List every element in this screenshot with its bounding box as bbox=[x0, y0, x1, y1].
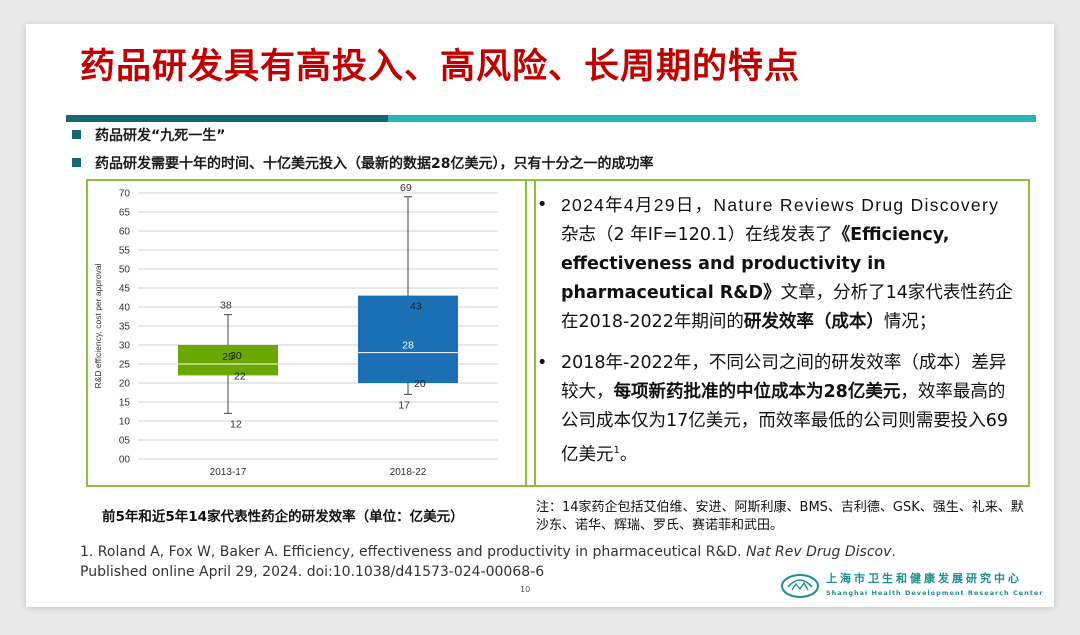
bullet-item: 药品研发需要十年的时间、十亿美元投入（最新的数据28亿美元），只有十分之一的成功… bbox=[72, 153, 653, 173]
chart-caption: 前5年和近5年14家代表性药企的研发效率（单位：亿美元） bbox=[102, 509, 464, 525]
square-bullet-icon bbox=[72, 158, 81, 167]
bullet-item: 药品研发“九死一生” bbox=[72, 125, 225, 145]
y-tick-label: 50 bbox=[119, 265, 131, 276]
y-tick-label: 40 bbox=[119, 303, 131, 314]
title-rule-dark bbox=[66, 115, 388, 122]
y-tick-label: 05 bbox=[119, 436, 131, 447]
y-tick-label: 35 bbox=[119, 322, 131, 333]
y-tick-label: 30 bbox=[119, 341, 131, 352]
y-tick-label: 45 bbox=[119, 284, 131, 295]
data-label-min: 12 bbox=[230, 418, 242, 430]
summary-text: 文章，分析了14家代表性药企在2018-2022年期间的 bbox=[561, 283, 1013, 332]
data-label-q1: 20 bbox=[414, 378, 426, 390]
data-label-q3: 43 bbox=[410, 301, 422, 313]
summary-panel: • 2024年4月29日，Nature Reviews Drug Discover… bbox=[525, 179, 1030, 487]
summary-emphasis: 每项新药批准的中位成本为28亿美元 bbox=[613, 382, 901, 402]
summary-text: ，效率最高的公司成本仅为17亿美元，而效率最低的公司则需要投入69亿美元 bbox=[561, 382, 1009, 465]
org-name-cn: 上海市卫生和健康发展研究中心 bbox=[826, 572, 1022, 585]
summary-text: 。 bbox=[619, 444, 638, 465]
y-tick-label: 15 bbox=[119, 398, 131, 409]
summary-text: 杂志（2 年IF=120.1）在线发表了 bbox=[561, 225, 833, 245]
y-tick-label: 25 bbox=[119, 360, 131, 371]
y-tick-label: 55 bbox=[119, 246, 131, 257]
box-2013-17 bbox=[178, 345, 278, 376]
data-label-median: 25 bbox=[222, 351, 234, 363]
x-tick-label: 2018-22 bbox=[390, 467, 427, 478]
footnote-note: 注：14家药企包括艾伯维、安进、阿斯利康、BMS、吉利德、GSK、强生、礼来、默… bbox=[536, 500, 1024, 533]
org-name-en: Shanghai Health Development Research Cen… bbox=[826, 589, 1044, 597]
y-axis-label: R&D efficiency, cost per approval bbox=[93, 263, 103, 388]
summary-item-1: • 2024年4月29日，Nature Reviews Drug Discover… bbox=[535, 191, 1018, 337]
slide: 药品研发具有高投入、高风险、长周期的特点 药品研发“九死一生” 药品研发需要十年… bbox=[26, 24, 1054, 607]
slide-title: 药品研发具有高投入、高风险、长周期的特点 bbox=[80, 47, 801, 87]
reference-text: 1. Roland A, Fox W, Baker A. Efficiency,… bbox=[80, 544, 747, 560]
org-name: 上海市卫生和健康发展研究中心 Shanghai Health Developme… bbox=[826, 570, 1043, 597]
title-rule-light bbox=[388, 115, 1036, 122]
box-2018-22 bbox=[358, 295, 458, 383]
bullet-dot: • bbox=[537, 353, 548, 373]
summary-item-2: • 2018年-2022年，不同公司之间的研发效率（成本）差异较大，每项新药批准的… bbox=[535, 349, 1018, 470]
bullet-text: 药品研发“九死一生” bbox=[95, 128, 226, 144]
summary-text: 情况； bbox=[883, 312, 937, 332]
y-tick-label: 00 bbox=[119, 455, 131, 466]
summary-emphasis: 研发效率（成本） bbox=[743, 312, 884, 332]
data-label-median: 28 bbox=[402, 340, 414, 352]
y-tick-label: 10 bbox=[119, 417, 131, 428]
summary-text: 2018年-2022年，不同公司之间的研发效率（成本）差异较大， bbox=[561, 353, 1007, 402]
data-label-max: 69 bbox=[400, 182, 412, 194]
y-tick-label: 60 bbox=[119, 227, 131, 238]
page-number: 10 bbox=[520, 585, 531, 594]
bullet-text: 药品研发需要十年的时间、十亿美元投入（最新的数据28亿美元），只有十分之一的成功… bbox=[95, 156, 654, 172]
y-tick-label: 20 bbox=[119, 379, 131, 390]
org-logo-icon bbox=[781, 574, 819, 598]
x-tick-label: 2013-17 bbox=[210, 467, 247, 478]
reference: 1. Roland A, Fox W, Baker A. Efficiency,… bbox=[80, 542, 920, 582]
data-label-q3: 30 bbox=[230, 350, 242, 362]
chart-panel: 00 05 10 15 20 25 30 35 40 45 50 55 60 65 70 R&D effici… bbox=[86, 179, 536, 487]
y-tick-label: 65 bbox=[119, 208, 131, 219]
bullet-dot: • bbox=[537, 195, 548, 215]
reference-journal: Nat Rev Drug Discov bbox=[746, 544, 892, 560]
footnote-marker: 1 bbox=[613, 445, 620, 456]
data-label-q1: 22 bbox=[234, 370, 246, 382]
data-label-max: 38 bbox=[220, 300, 232, 312]
square-bullet-icon bbox=[72, 130, 81, 139]
y-tick-label: 70 bbox=[119, 189, 131, 200]
article-title: 《Efficiency, effectiveness and productiv… bbox=[561, 225, 950, 303]
summary-date: 2024年4月29日，Nature Reviews Drug Discovery bbox=[561, 195, 1000, 215]
data-label-min: 17 bbox=[398, 399, 410, 411]
reference-text: . Published online April 29, 2024. doi:1… bbox=[80, 544, 896, 580]
